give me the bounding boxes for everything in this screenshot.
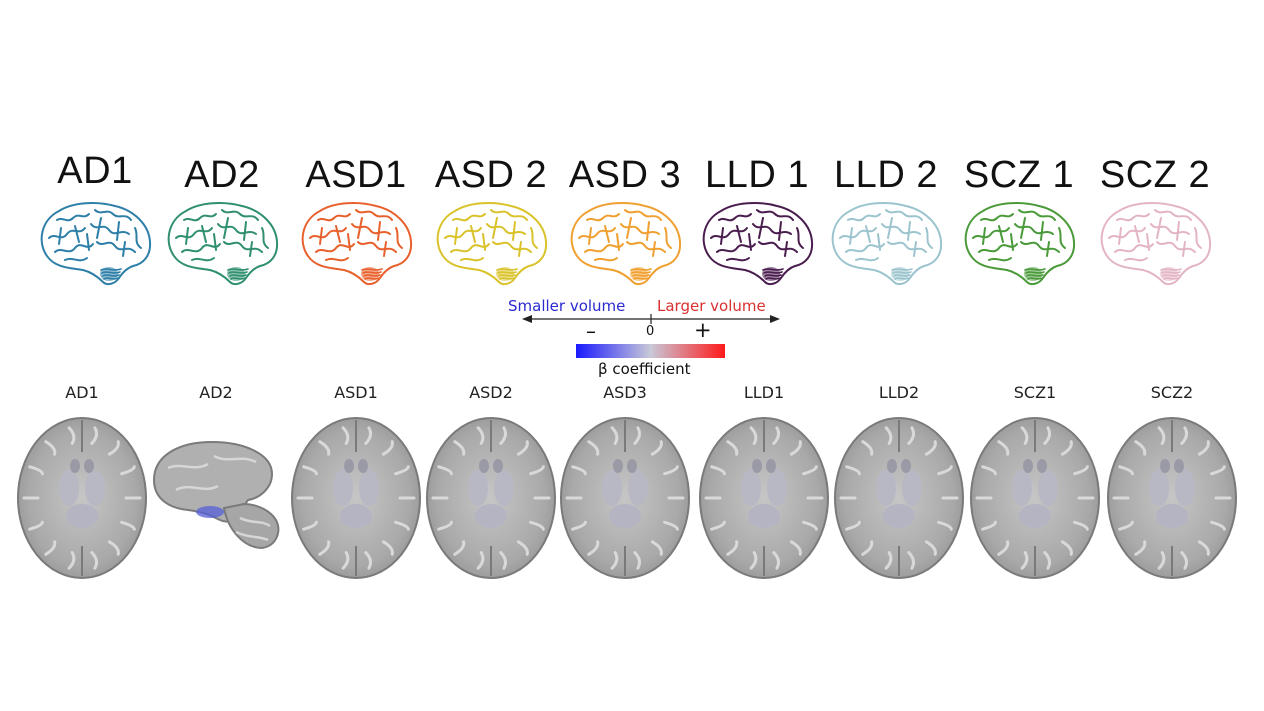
slice-label: AD1 bbox=[65, 383, 99, 402]
slice-label: LLD1 bbox=[743, 383, 785, 402]
sagittal-mri-slice bbox=[152, 440, 280, 550]
larger-volume-label: Larger volume bbox=[657, 297, 766, 315]
axial-mri-slice bbox=[426, 417, 556, 579]
top-label: LLD 2 bbox=[834, 154, 938, 196]
zero-label: 0 bbox=[646, 324, 655, 339]
slice-label: SCZ2 bbox=[1150, 383, 1194, 402]
brain-outline-icon bbox=[702, 202, 814, 286]
right-arrow-icon bbox=[770, 315, 780, 323]
axial-mri-slice bbox=[17, 417, 147, 579]
smaller-volume-label: Smaller volume bbox=[508, 297, 626, 315]
top-label: LLD 1 bbox=[705, 154, 809, 196]
axial-mri-slice bbox=[699, 417, 829, 579]
minus-label: – bbox=[586, 319, 596, 343]
top-label: ASD 2 bbox=[434, 154, 548, 196]
brain-outline-icon bbox=[964, 202, 1076, 286]
brain-outline-icon bbox=[831, 202, 943, 286]
brain-outline-icon bbox=[1100, 202, 1212, 286]
brain-outline-icon bbox=[436, 202, 548, 286]
axial-mri-slice bbox=[1107, 417, 1237, 579]
top-label: ASD 3 bbox=[568, 154, 682, 196]
brain-outline-icon bbox=[40, 202, 152, 286]
legend-graphic bbox=[522, 314, 780, 358]
beta-colorbar-legend: Smaller volume Larger volume – 0 + β coe… bbox=[500, 294, 800, 384]
slice-label: ASD2 bbox=[469, 383, 513, 402]
colorbar-title: β coefficient bbox=[598, 360, 691, 378]
slice-label: ASD1 bbox=[334, 383, 378, 402]
brain-outline-icon bbox=[301, 202, 413, 286]
axial-mri-slice bbox=[291, 417, 421, 579]
top-label: AD1 bbox=[57, 150, 133, 192]
slice-label: LLD2 bbox=[878, 383, 920, 402]
colorbar bbox=[576, 344, 725, 358]
top-label: SCZ 1 bbox=[963, 154, 1075, 196]
axial-mri-slice bbox=[560, 417, 690, 579]
top-label: SCZ 2 bbox=[1099, 154, 1211, 196]
slice-label: ASD3 bbox=[603, 383, 647, 402]
axial-mri-slice bbox=[970, 417, 1100, 579]
slice-label: SCZ1 bbox=[1013, 383, 1057, 402]
plus-label: + bbox=[694, 318, 712, 342]
left-arrow-icon bbox=[522, 315, 532, 323]
slice-label: AD2 bbox=[199, 383, 233, 402]
axial-mri-slice bbox=[834, 417, 964, 579]
top-label: AD2 bbox=[184, 154, 260, 196]
brain-outline-icon bbox=[167, 202, 279, 286]
top-label: ASD1 bbox=[305, 154, 407, 196]
brain-outline-icon bbox=[570, 202, 682, 286]
